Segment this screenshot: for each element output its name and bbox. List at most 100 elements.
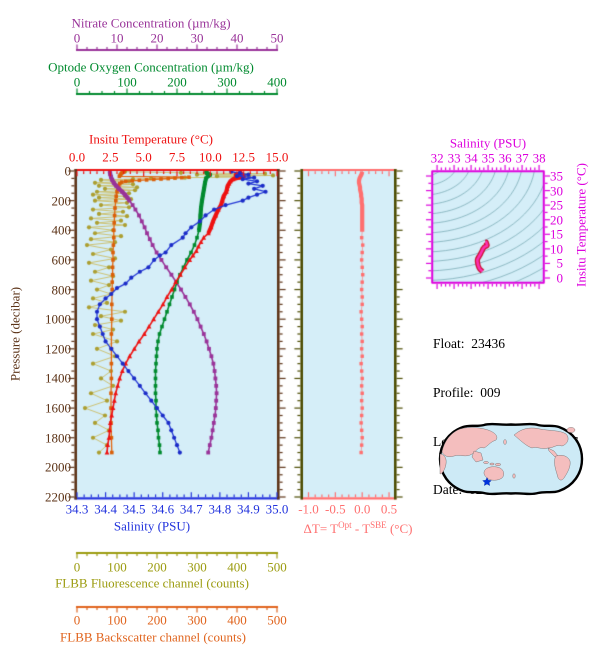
fluorescence-axis-title: FLBB Fluorescence channel (counts) bbox=[55, 575, 249, 591]
pressure-tick-label: 400 bbox=[51, 222, 72, 238]
temperature-tick-label: 5.0 bbox=[135, 149, 152, 165]
backscatter-tick-label: 0 bbox=[73, 612, 81, 628]
landmass-south-america bbox=[554, 455, 571, 481]
landmass-north-america bbox=[513, 427, 569, 449]
salinity-tick-label: 34.7 bbox=[179, 501, 203, 517]
nitrate-tick-label: 10 bbox=[110, 30, 124, 46]
temperature-axis-title: Insitu Temperature (°C) bbox=[89, 131, 213, 147]
ts-salinity-tick-label: 33 bbox=[447, 150, 461, 166]
oxygen-tick-label: 100 bbox=[117, 74, 137, 90]
oxygen-tick-label: 300 bbox=[217, 74, 237, 90]
temperature-tick-label: 15.0 bbox=[265, 149, 289, 165]
delta-t-label-mid: - T bbox=[351, 521, 371, 537]
ts-temperature-tick-label: 15 bbox=[550, 226, 563, 242]
fluorescence-tick-label: 100 bbox=[107, 559, 127, 575]
backscatter-axis-title: FLBB Backscatter channel (counts) bbox=[60, 629, 246, 645]
salinity-tick-label: 35.0 bbox=[265, 501, 289, 517]
temperature-tick-label: 2.5 bbox=[102, 149, 119, 165]
nitrate-tick-label: 20 bbox=[150, 30, 164, 46]
backscatter-tick-label: 200 bbox=[147, 612, 167, 628]
delta-t-tick-label: 0.0 bbox=[354, 501, 371, 517]
oxygen-tick-label: 200 bbox=[167, 74, 187, 90]
delta-t-label-sup-sbe: SBE bbox=[370, 519, 387, 530]
delta-t-tick-label: -1.0 bbox=[298, 501, 319, 517]
nitrate-axis-title: Nitrate Concentration (µm/kg) bbox=[71, 15, 231, 31]
ts-temperature-tick-label: 20 bbox=[550, 212, 563, 228]
ts-salinity-tick-label: 32 bbox=[430, 150, 444, 166]
nitrate-tick-label: 40 bbox=[230, 30, 244, 46]
backscatter-tick-label: 300 bbox=[187, 612, 207, 628]
landmass-greenland bbox=[566, 427, 576, 433]
landmass-eurasia bbox=[441, 427, 498, 457]
landmass-australia bbox=[483, 466, 504, 481]
landmass-newzealand bbox=[512, 473, 516, 479]
pressure-tick-label: 1400 bbox=[45, 370, 71, 386]
nitrate-tick-label: 30 bbox=[190, 30, 204, 46]
ts-temperature-tick-label: 5 bbox=[556, 255, 564, 271]
salinity-tick-label: 34.5 bbox=[122, 501, 146, 517]
oxygen-tick-label: 400 bbox=[267, 74, 287, 90]
landmass-indonesia bbox=[483, 461, 489, 464]
backscatter-tick-label: 500 bbox=[267, 612, 287, 628]
pressure-tick-label: 1200 bbox=[45, 341, 71, 357]
oxygen-axis-title: Optode Oxygen Concentration (µm/kg) bbox=[48, 59, 254, 75]
ts-salinity-tick-label: 38 bbox=[532, 150, 546, 166]
nitrate-tick-label: 50 bbox=[270, 30, 284, 46]
fluorescence-tick-label: 0 bbox=[73, 559, 81, 575]
delta-t-label-post: (°C) bbox=[386, 521, 413, 537]
ts-salinity-tick-label: 37 bbox=[515, 150, 529, 166]
float-info-float: Float: 23436 bbox=[433, 336, 506, 352]
ts-temperature-tick-label: 25 bbox=[550, 197, 563, 213]
pressure-tick-label: 0 bbox=[64, 163, 72, 179]
pressure-tick-label: 2000 bbox=[45, 459, 71, 475]
pressure-tick-label: 2200 bbox=[45, 489, 71, 505]
salinity-tick-label: 34.9 bbox=[237, 501, 260, 517]
delta-t-tick-label: -0.5 bbox=[325, 501, 346, 517]
delta-t-label-pre: ΔT= T bbox=[303, 521, 339, 537]
ts-temperature-tick-label: 35 bbox=[550, 168, 563, 184]
ts-salinity-tick-label: 35 bbox=[481, 150, 495, 166]
ts-salinity-title: Salinity (PSU) bbox=[449, 135, 527, 151]
landmass-africa bbox=[439, 453, 447, 475]
salinity-axis-title: Salinity (PSU) bbox=[113, 518, 191, 534]
delta-t-axis-label: ΔT= TOpt - TSBE (°C) bbox=[303, 519, 413, 537]
delta-t-tick-label: 0.5 bbox=[380, 501, 398, 517]
salinity-tick-label: 34.6 bbox=[151, 501, 175, 517]
nitrate-tick-label: 0 bbox=[73, 30, 81, 46]
ts-salinity-tick-label: 36 bbox=[498, 150, 512, 166]
salinity-tick-label: 34.3 bbox=[65, 501, 89, 517]
float-info-profile: Profile: 009 bbox=[433, 385, 501, 401]
backscatter-tick-label: 100 bbox=[107, 612, 127, 628]
float-location-marker bbox=[482, 477, 492, 486]
salinity-tick-label: 34.4 bbox=[94, 501, 117, 517]
pressure-tick-label: 1800 bbox=[45, 430, 71, 446]
pressure-tick-label: 200 bbox=[51, 193, 72, 209]
fluorescence-tick-label: 200 bbox=[147, 559, 167, 575]
pressure-tick-label: 1000 bbox=[45, 311, 71, 327]
pressure-tick-label: 800 bbox=[51, 282, 72, 298]
delta-t-label-sup-opt: Opt bbox=[338, 519, 352, 530]
pressure-tick-label: 600 bbox=[51, 252, 72, 268]
fluorescence-tick-label: 400 bbox=[227, 559, 247, 575]
landmass-india-seasia bbox=[471, 450, 484, 463]
ts-temperature-axis-label: Insitu Temperature (°C) bbox=[573, 163, 589, 287]
pressure-tick-label: 1600 bbox=[45, 400, 71, 416]
temperature-tick-label: 7.5 bbox=[168, 149, 186, 165]
fluorescence-tick-label: 300 bbox=[187, 559, 207, 575]
backscatter-tick-label: 400 bbox=[227, 612, 247, 628]
ts-temperature-tick-label: 30 bbox=[550, 183, 563, 199]
landmass-indonesia-2 bbox=[489, 462, 495, 466]
ts-temperature-tick-label: 10 bbox=[550, 241, 563, 257]
temperature-tick-label: 12.5 bbox=[232, 149, 256, 165]
landmass-japan bbox=[503, 439, 507, 445]
ts-temperature-tick-label: 0 bbox=[556, 270, 564, 286]
world-map bbox=[438, 422, 584, 496]
salinity-tick-label: 34.8 bbox=[208, 501, 232, 517]
landmasses bbox=[439, 427, 576, 481]
oxygen-tick-label: 0 bbox=[73, 74, 81, 90]
temperature-tick-label: 10.0 bbox=[198, 149, 222, 165]
pressure-axis-label: Pressure (decibar) bbox=[7, 286, 23, 382]
fluorescence-tick-label: 500 bbox=[267, 559, 287, 575]
